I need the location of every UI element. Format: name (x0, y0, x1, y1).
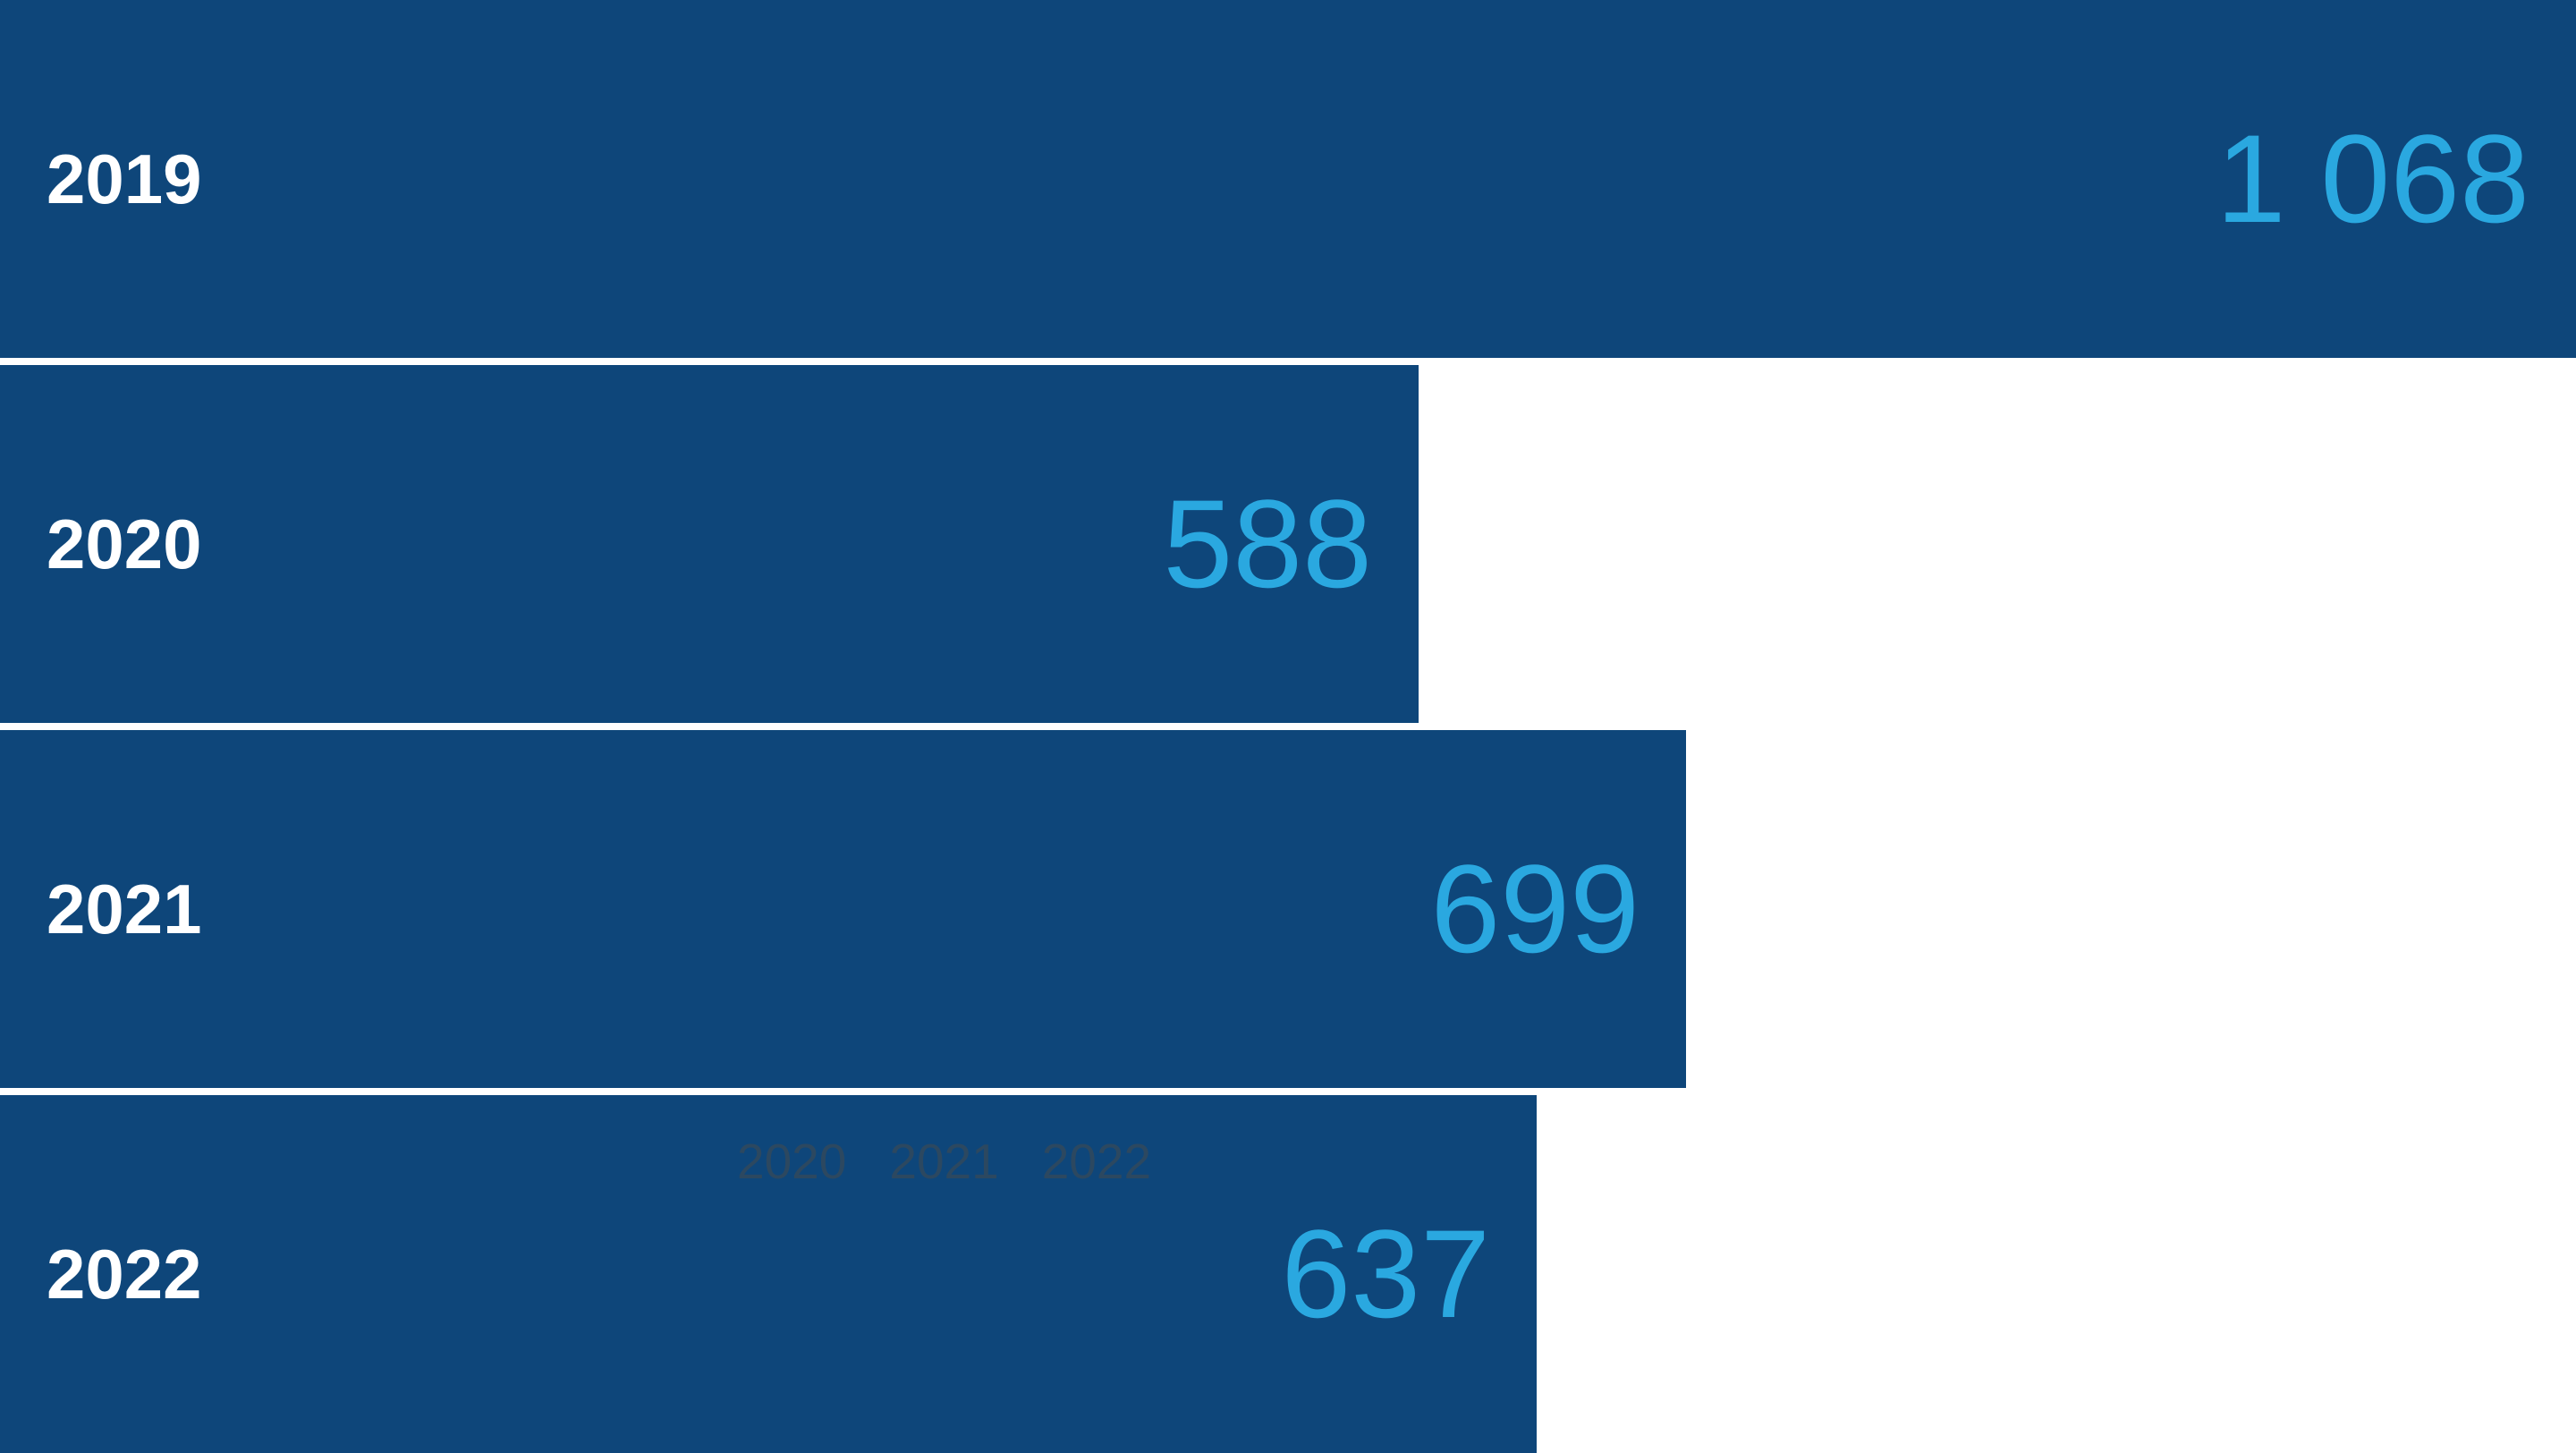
year-label: 2020 (47, 504, 202, 585)
faded-label: 2022 (1042, 1133, 1151, 1190)
horizontal-bar-chart: 2019 1 068 2020 588 2021 699 2020 2021 2… (0, 0, 2576, 1449)
faded-year-labels: 2020 2021 2022 (737, 1133, 1151, 1190)
value-label: 588 (1163, 472, 1372, 616)
value-label: 637 (1281, 1202, 1490, 1347)
year-label: 2021 (47, 869, 202, 950)
bar-2022: 2020 2021 2022 2022 637 (0, 1095, 1537, 1453)
value-label: 1 068 (2216, 106, 2529, 251)
value-label: 699 (1430, 837, 1640, 981)
year-label: 2022 (47, 1234, 202, 1315)
faded-label: 2020 (737, 1133, 846, 1190)
bar-2020: 2020 588 (0, 365, 1419, 723)
bar-2021: 2021 699 (0, 730, 1686, 1088)
bar-2019: 2019 1 068 (0, 0, 2576, 358)
faded-label: 2021 (889, 1133, 998, 1190)
year-label: 2019 (47, 139, 202, 220)
